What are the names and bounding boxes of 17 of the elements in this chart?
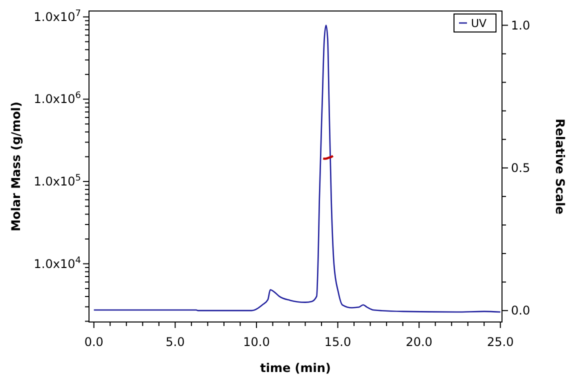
legend-label: UV [471, 17, 488, 30]
y2-tick-label: 0.5 [511, 160, 530, 175]
x-tick-label: 15.0 [324, 335, 352, 349]
y-tick-label: 1.0x10$^{6}$ [34, 91, 82, 106]
y2-tick-label: 1.0 [511, 18, 530, 32]
y2-tick-label: 0.0 [511, 304, 530, 318]
y-axis-title: Molar Mass (g/mol) [9, 102, 23, 232]
x-tick-label: 10.0 [243, 335, 270, 349]
x-tick-label: 0.0 [84, 335, 104, 349]
x-axis-title: time (min) [260, 361, 331, 375]
y-tick-label: 1.0x10$^{5}$ [34, 173, 81, 188]
x-tick-label: 25.0 [487, 335, 514, 349]
x-tick-label: 5.0 [166, 335, 185, 349]
x-tick-label: 20.0 [406, 335, 432, 349]
y-tick-label: 1.0x10$^{4}$ [34, 256, 82, 271]
y-tick-label: 1.0x10$^{7}$ [34, 8, 81, 24]
y2-axis-title: Relative Scale [553, 118, 567, 214]
